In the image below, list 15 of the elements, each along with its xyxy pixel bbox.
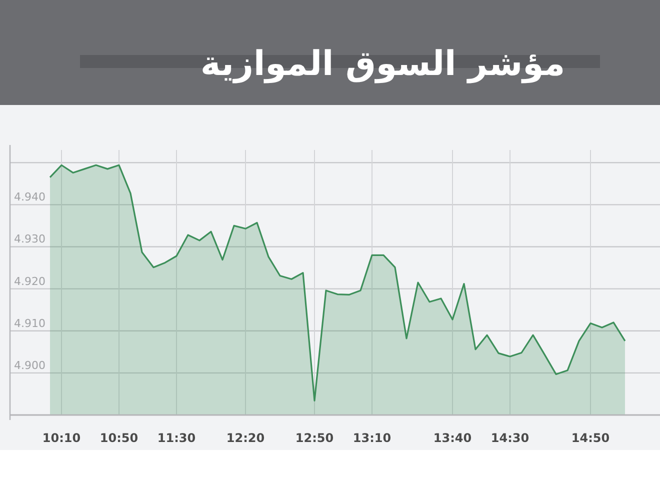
y-tick-label: 4.900	[14, 358, 46, 372]
x-tick-label: 14:50	[571, 431, 610, 445]
x-tick-label: 10:10	[42, 431, 81, 445]
y-tick-label: 4.930	[14, 232, 46, 246]
x-tick-label: 14:30	[490, 431, 530, 445]
x-tick-label: 12:20	[226, 431, 265, 445]
y-tick-label: 4.910	[14, 316, 46, 330]
chart-title: مؤشر السوق الموازية	[200, 44, 565, 84]
x-tick-label: 13:10	[352, 431, 392, 445]
x-tick-label: 13:40	[433, 431, 472, 445]
x-tick-label: 10:50	[100, 431, 138, 445]
x-tick-label: 11:30	[157, 431, 196, 445]
y-tick-label: 4.920	[14, 274, 46, 288]
x-tick-label: 12:50	[295, 431, 334, 445]
y-tick-label: 4.940	[14, 190, 46, 204]
